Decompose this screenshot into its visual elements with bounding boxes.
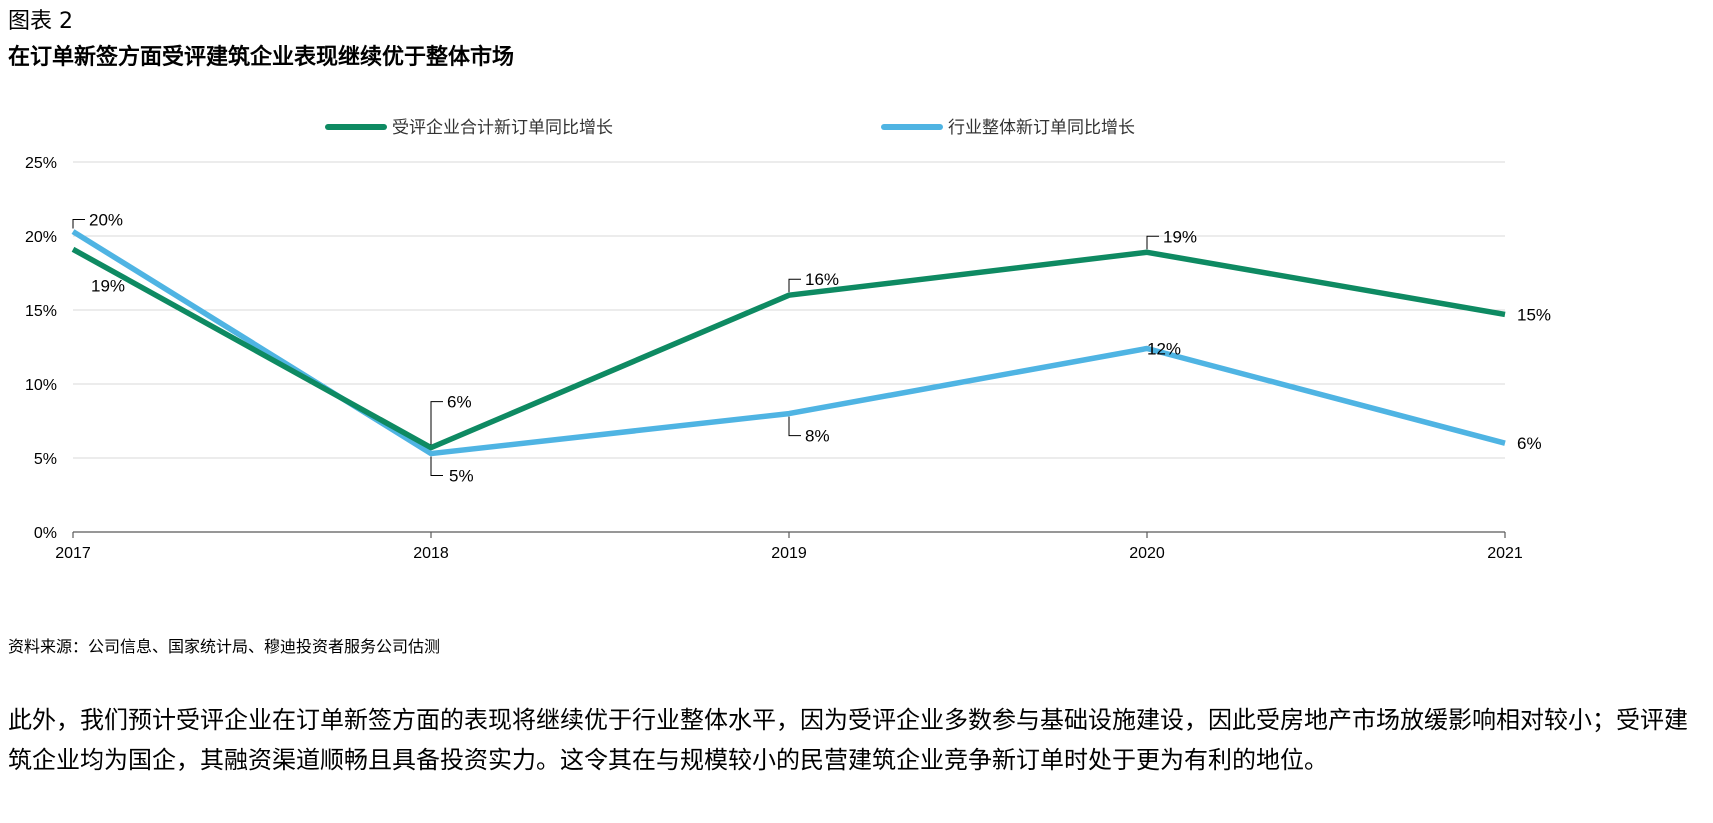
y-tick-label: 0% xyxy=(34,525,57,542)
leader-line xyxy=(788,278,801,293)
data-label: 12% xyxy=(1147,339,1181,358)
leader-line xyxy=(72,219,85,229)
line-chart: 受评企业合计新订单同比增长 行业整体新订单同比增长 0% 5% 10% 15% 20% 25… xyxy=(25,118,1551,562)
body-paragraph: 此外，我们预计受评企业在订单新签方面的表现将继续优于行业整体水平，因为受评企业多… xyxy=(8,706,1688,774)
data-label: 20% xyxy=(89,211,123,230)
legend-label: 行业整体新订单同比增长 xyxy=(948,118,1135,137)
data-label: 16% xyxy=(805,270,839,289)
leader-line xyxy=(788,416,801,437)
data-label: 6% xyxy=(1517,434,1542,453)
data-label: 19% xyxy=(1163,227,1197,246)
source-note: 资料来源：公司信息、国家统计局、穆迪投资者服务公司估测 xyxy=(8,637,441,656)
y-tick-label: 5% xyxy=(34,451,57,468)
data-label: 6% xyxy=(447,393,472,412)
x-tick-label: 2020 xyxy=(1129,545,1165,562)
data-label: 5% xyxy=(449,467,474,486)
leader-line xyxy=(430,401,443,445)
y-tick-label: 10% xyxy=(25,377,57,394)
data-label: 8% xyxy=(805,427,830,446)
y-tick-label: 15% xyxy=(25,303,57,320)
y-tick-label: 20% xyxy=(25,229,57,246)
series-line xyxy=(71,246,1506,451)
chart-series xyxy=(71,229,1506,457)
data-labels: 19% 6% 16% 19% 15% 20% 5% 8% 12% 6% xyxy=(72,211,1551,486)
figure-title: 在订单新签方面受评建筑企业表现继续优于整体市场 xyxy=(8,45,515,70)
chart-legend: 受评企业合计新订单同比增长 行业整体新订单同比增长 xyxy=(325,118,1135,137)
y-axis: 0% 5% 10% 15% 20% 25% xyxy=(25,155,57,542)
leader-line xyxy=(430,456,443,477)
x-tick-label: 2021 xyxy=(1487,545,1523,562)
data-label: 19% xyxy=(91,276,125,295)
legend-label: 受评企业合计新订单同比增长 xyxy=(392,118,613,137)
data-label: 15% xyxy=(1517,305,1551,324)
x-tick-label: 2017 xyxy=(55,545,91,562)
x-tick-label: 2018 xyxy=(413,545,449,562)
y-tick-label: 25% xyxy=(25,155,57,172)
leader-line xyxy=(1146,235,1159,250)
figure-label: 图表 2 xyxy=(8,9,73,34)
x-axis: 2017 2018 2019 2020 2021 xyxy=(55,531,1523,562)
x-tick-label: 2019 xyxy=(771,545,807,562)
